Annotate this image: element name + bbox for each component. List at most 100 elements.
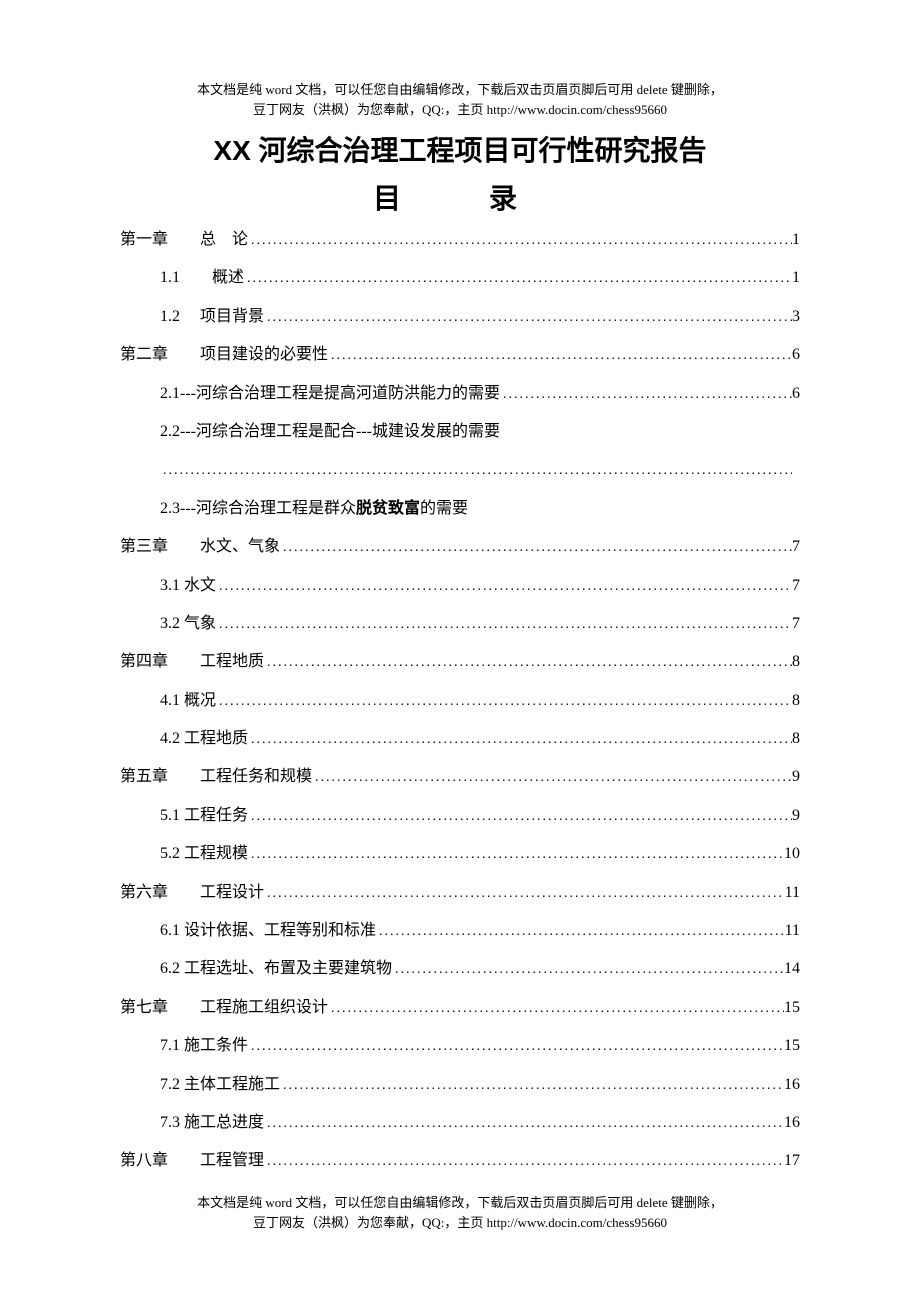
header-note: 本文档是纯 word 文档，可以任您自由编辑修改，下载后双击页眉页脚后可用 de… <box>120 80 800 119</box>
toc-row: 第五章 工程任务和规模 9 <box>120 766 800 788</box>
toc-label: 2.3---河综合治理工程是群众脱贫致富的需要 <box>120 498 468 520</box>
toc-page: 7 <box>792 575 800 597</box>
toc-label: 7.2 主体工程施工 <box>120 1074 280 1096</box>
main-title: XX 河综合治理工程项目可行性研究报告 <box>120 129 800 169</box>
toc-row: 第八章 工程管理 17 <box>120 1150 800 1172</box>
toc-label: 第四章 工程地质 <box>120 651 264 673</box>
toc-dots <box>264 1114 784 1134</box>
toc-dots <box>312 768 792 788</box>
toc-page: 7 <box>792 613 800 635</box>
toc-label: 第二章 项目建设的必要性 <box>120 344 328 366</box>
toc-dots <box>264 884 785 904</box>
toc-label: 第三章 水文、气象 <box>120 536 280 558</box>
toc-dots <box>248 1037 784 1057</box>
toc-label: 1.2 项目背景 <box>120 306 264 328</box>
toc-label: 5.1 工程任务 <box>120 805 248 827</box>
toc-page: 7 <box>792 536 800 558</box>
toc-label: 7.3 施工总进度 <box>120 1112 264 1134</box>
toc-row: 7.3 施工总进度 16 <box>120 1112 800 1134</box>
toc-label: 第七章 工程施工组织设计 <box>120 997 328 1019</box>
toc-page: 14 <box>784 958 800 980</box>
toc-page: 16 <box>784 1074 800 1096</box>
toc-page: 10 <box>784 843 800 865</box>
toc-dots <box>264 308 792 328</box>
toc-page: 17 <box>784 1150 800 1172</box>
toc-label: 4.2 工程地质 <box>120 728 248 750</box>
toc-dots <box>264 653 792 673</box>
toc-row: 第七章 工程施工组织设计 15 <box>120 997 800 1019</box>
toc-page: 9 <box>792 805 800 827</box>
toc-page: 11 <box>785 882 800 904</box>
toc-dots <box>392 960 784 980</box>
toc-page: 9 <box>792 766 800 788</box>
footer-note-line2: 豆丁网友（洪枫）为您奉献，QQ:，主页 http://www.docin.com… <box>120 1213 800 1233</box>
toc-row: 7.1 施工条件 15 <box>120 1035 800 1057</box>
toc-page: 16 <box>784 1112 800 1134</box>
toc-label-post: 的需要 <box>420 500 468 517</box>
toc-dots <box>264 1152 784 1172</box>
toc-label-bold: 脱贫致富 <box>356 500 420 517</box>
toc-label: 第六章 工程设计 <box>120 882 264 904</box>
toc-dots <box>280 1076 784 1096</box>
toc-label: 第一章 总 论 <box>120 229 248 251</box>
toc-page: 8 <box>792 690 800 712</box>
toc-dots <box>248 845 784 865</box>
toc-dots <box>248 231 792 251</box>
toc-row: 2.2---河综合治理工程是配合---城建设发展的需要 <box>120 421 800 443</box>
toc-page: 15 <box>784 997 800 1019</box>
toc-dots <box>216 615 792 635</box>
toc-row: 7.2 主体工程施工 16 <box>120 1074 800 1096</box>
footer-note: 本文档是纯 word 文档，可以任您自由编辑修改，下载后双击页眉页脚后可用 de… <box>120 1193 800 1232</box>
toc-row: 2.3---河综合治理工程是群众脱贫致富的需要 <box>120 498 800 520</box>
toc-label: 7.1 施工条件 <box>120 1035 248 1057</box>
toc-label-pre: 2.3---河综合治理工程是群众 <box>160 500 356 517</box>
toc-row: 0 <box>120 459 800 481</box>
header-note-line1: 本文档是纯 word 文档，可以任您自由编辑修改，下载后双击页眉页脚后可用 de… <box>120 80 800 100</box>
toc-row: 3.1 水文 7 <box>120 575 800 597</box>
toc-page: 15 <box>784 1035 800 1057</box>
toc-page: 1 <box>792 229 800 251</box>
toc-row: 2.1---河综合治理工程是提高河道防洪能力的需要 6 <box>120 383 800 405</box>
toc-label: 第五章 工程任务和规模 <box>120 766 312 788</box>
toc-label: 4.1 概况 <box>120 690 216 712</box>
toc-page: 8 <box>792 651 800 673</box>
toc-label: 3.1 水文 <box>120 575 216 597</box>
toc-list: 第一章 总 论11.1 概述11.2 项目背景3第二章 项目建设的必要性62.1… <box>120 229 800 1173</box>
toc-row: 4.1 概况 8 <box>120 690 800 712</box>
toc-label: 2.2---河综合治理工程是配合---城建设发展的需要 <box>120 421 500 443</box>
toc-row: 4.2 工程地质 8 <box>120 728 800 750</box>
toc-dots <box>280 538 792 558</box>
toc-dots <box>160 461 792 481</box>
toc-page: 6 <box>792 383 800 405</box>
toc-dots <box>500 385 792 405</box>
toc-label: 3.2 气象 <box>120 613 216 635</box>
toc-row: 第四章 工程地质 8 <box>120 651 800 673</box>
toc-page: 11 <box>785 920 800 942</box>
toc-dots <box>248 730 792 750</box>
toc-title: 目 录 <box>120 177 800 217</box>
toc-page: 3 <box>792 306 800 328</box>
toc-row: 5.1 工程任务 9 <box>120 805 800 827</box>
toc-dots <box>216 692 792 712</box>
toc-dots <box>328 346 792 366</box>
toc-label: 6.2 工程选址、布置及主要建筑物 <box>120 958 392 980</box>
toc-page: 1 <box>792 267 800 289</box>
toc-label: 5.2 工程规模 <box>120 843 248 865</box>
toc-row: 6.1 设计依据、工程等别和标准 11 <box>120 920 800 942</box>
toc-page: 6 <box>792 344 800 366</box>
toc-label: 2.1---河综合治理工程是提高河道防洪能力的需要 <box>120 383 500 405</box>
toc-dots <box>328 999 784 1019</box>
header-note-line2: 豆丁网友（洪枫）为您奉献，QQ:，主页 http://www.docin.com… <box>120 100 800 120</box>
toc-dots <box>216 577 792 597</box>
toc-dots <box>376 922 785 942</box>
toc-label: 第八章 工程管理 <box>120 1150 264 1172</box>
toc-label: 1.1 概述 <box>120 267 244 289</box>
toc-page: 8 <box>792 728 800 750</box>
toc-row: 第一章 总 论 1 <box>120 229 800 251</box>
toc-row: 第二章 项目建设的必要性 6 <box>120 344 800 366</box>
toc-dots <box>248 807 792 827</box>
toc-row: 第六章 工程设计 11 <box>120 882 800 904</box>
toc-row: 3.2 气象 7 <box>120 613 800 635</box>
toc-dots <box>244 269 792 289</box>
toc-label: 6.1 设计依据、工程等别和标准 <box>120 920 376 942</box>
